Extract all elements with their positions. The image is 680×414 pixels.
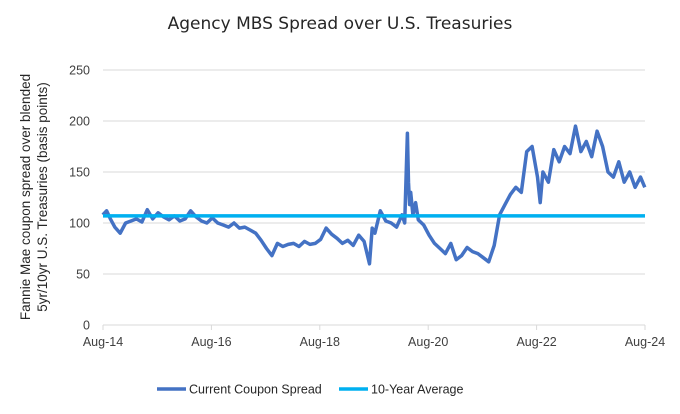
x-tick-label: Aug-24 (625, 335, 665, 349)
x-tick-labels: Aug-14 Aug-16 Aug-18 Aug-20 Aug-22 Aug-24 (83, 335, 665, 349)
y-tick-label: 50 (76, 268, 90, 282)
legend-label-10yr-average: 10-Year Average (371, 383, 463, 397)
y-tick-label: 100 (69, 217, 90, 231)
y-tick-label: 150 (69, 166, 90, 180)
series-line-current-coupon-spread (101, 124, 647, 266)
y-tick-label: 0 (83, 319, 90, 333)
x-tick-label: Aug-22 (516, 335, 556, 349)
y-tick-label: 200 (69, 115, 90, 129)
y-tick-label: 250 (69, 64, 90, 78)
legend: Current Coupon Spread 10-Year Average (157, 383, 463, 397)
legend-label-current-coupon: Current Coupon Spread (189, 383, 322, 397)
series-group (101, 124, 647, 266)
y-axis-label: Fannie Mae coupon spread over blended 5y… (18, 74, 50, 320)
chart-title: Agency MBS Spread over U.S. Treasuries (168, 14, 513, 34)
x-tick-label: Aug-16 (191, 335, 231, 349)
gridlines (102, 69, 646, 330)
x-tick-label: Aug-18 (300, 335, 340, 349)
y-axis-label-line-1: Fannie Mae coupon spread over blended (18, 74, 33, 320)
x-tick-label: Aug-20 (408, 335, 448, 349)
y-axis-label-line-2: 5yr/10yr U.S. Treasuries (basis points) (35, 82, 50, 312)
x-tick-label: Aug-14 (83, 335, 123, 349)
y-tick-labels: 0 50 100 150 200 250 (69, 64, 90, 333)
